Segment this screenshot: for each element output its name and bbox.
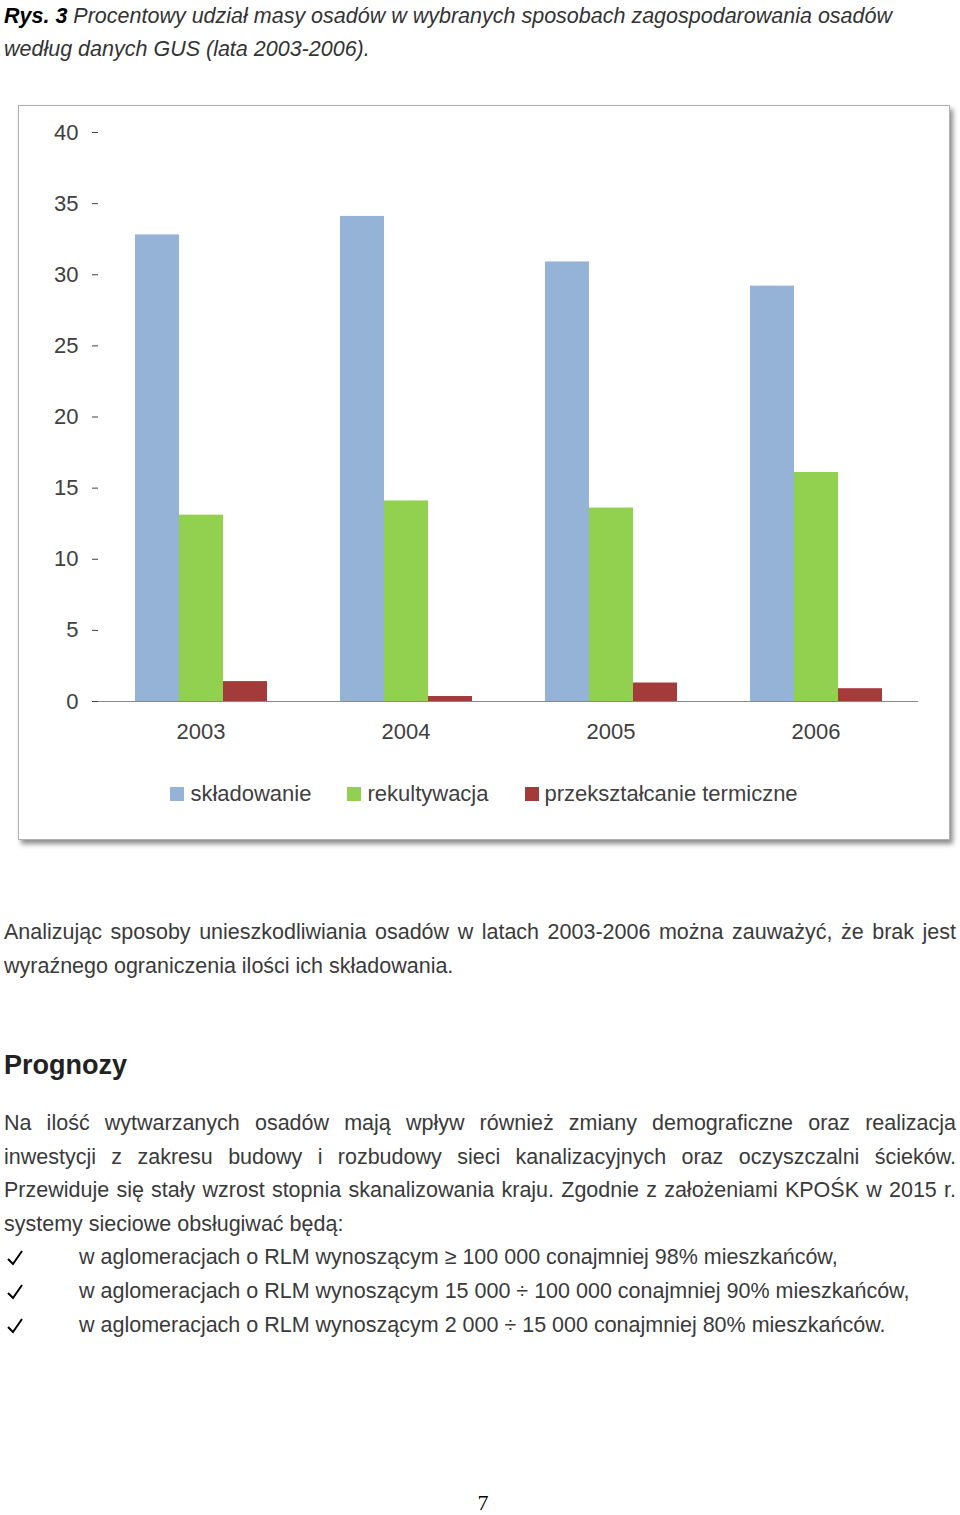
svg-text:2005: 2005	[587, 719, 636, 744]
html-text:przekształcanie termiczne: przekształcanie termiczne	[544, 781, 798, 806]
svg-text:2003: 2003	[177, 719, 226, 744]
html-text:w aglomeracjach o RLM wynosząc: w aglomeracjach o RLM wynoszącym 2 000 ÷…	[79, 1312, 886, 1337]
svg-text:10: 10	[54, 546, 78, 571]
svg-text:5: 5	[66, 617, 78, 642]
html-text:Na ilość wytwarzanych osadów m: Na ilość wytwarzanych osadów mają wpływ …	[4, 1111, 956, 1236]
html-text:7: 7	[477, 1490, 489, 1515]
html-text:Prognozy: Prognozy	[4, 1050, 127, 1080]
html-text:składowanie: składowanie	[190, 781, 312, 806]
html-text:Analizując sposoby unieszkodli: Analizując sposoby unieszkodliwiania osa…	[4, 920, 956, 978]
svg-text:30: 30	[54, 262, 78, 287]
svg-text:2006: 2006	[792, 719, 841, 744]
svg-text:25: 25	[54, 333, 78, 358]
html-text:rekultywacja: rekultywacja	[367, 781, 489, 806]
svg-text:20: 20	[54, 404, 78, 429]
svg-text:0: 0	[66, 689, 78, 714]
html-text:w aglomeracjach o RLM wynosząc: w aglomeracjach o RLM wynoszącym ≥ 100 0…	[79, 1245, 838, 1270]
svg-text:15: 15	[54, 475, 78, 500]
html-text:Rys. 3 Procentowy udział masy: Rys. 3 Procentowy udział masy osadów w w…	[4, 4, 892, 61]
svg-text:2004: 2004	[382, 719, 431, 744]
html-text:w aglomeracjach o RLM wynosząc: w aglomeracjach o RLM wynoszącym 15 000 …	[79, 1279, 910, 1303]
svg-text:40: 40	[54, 120, 78, 145]
svg-text:35: 35	[54, 191, 78, 216]
